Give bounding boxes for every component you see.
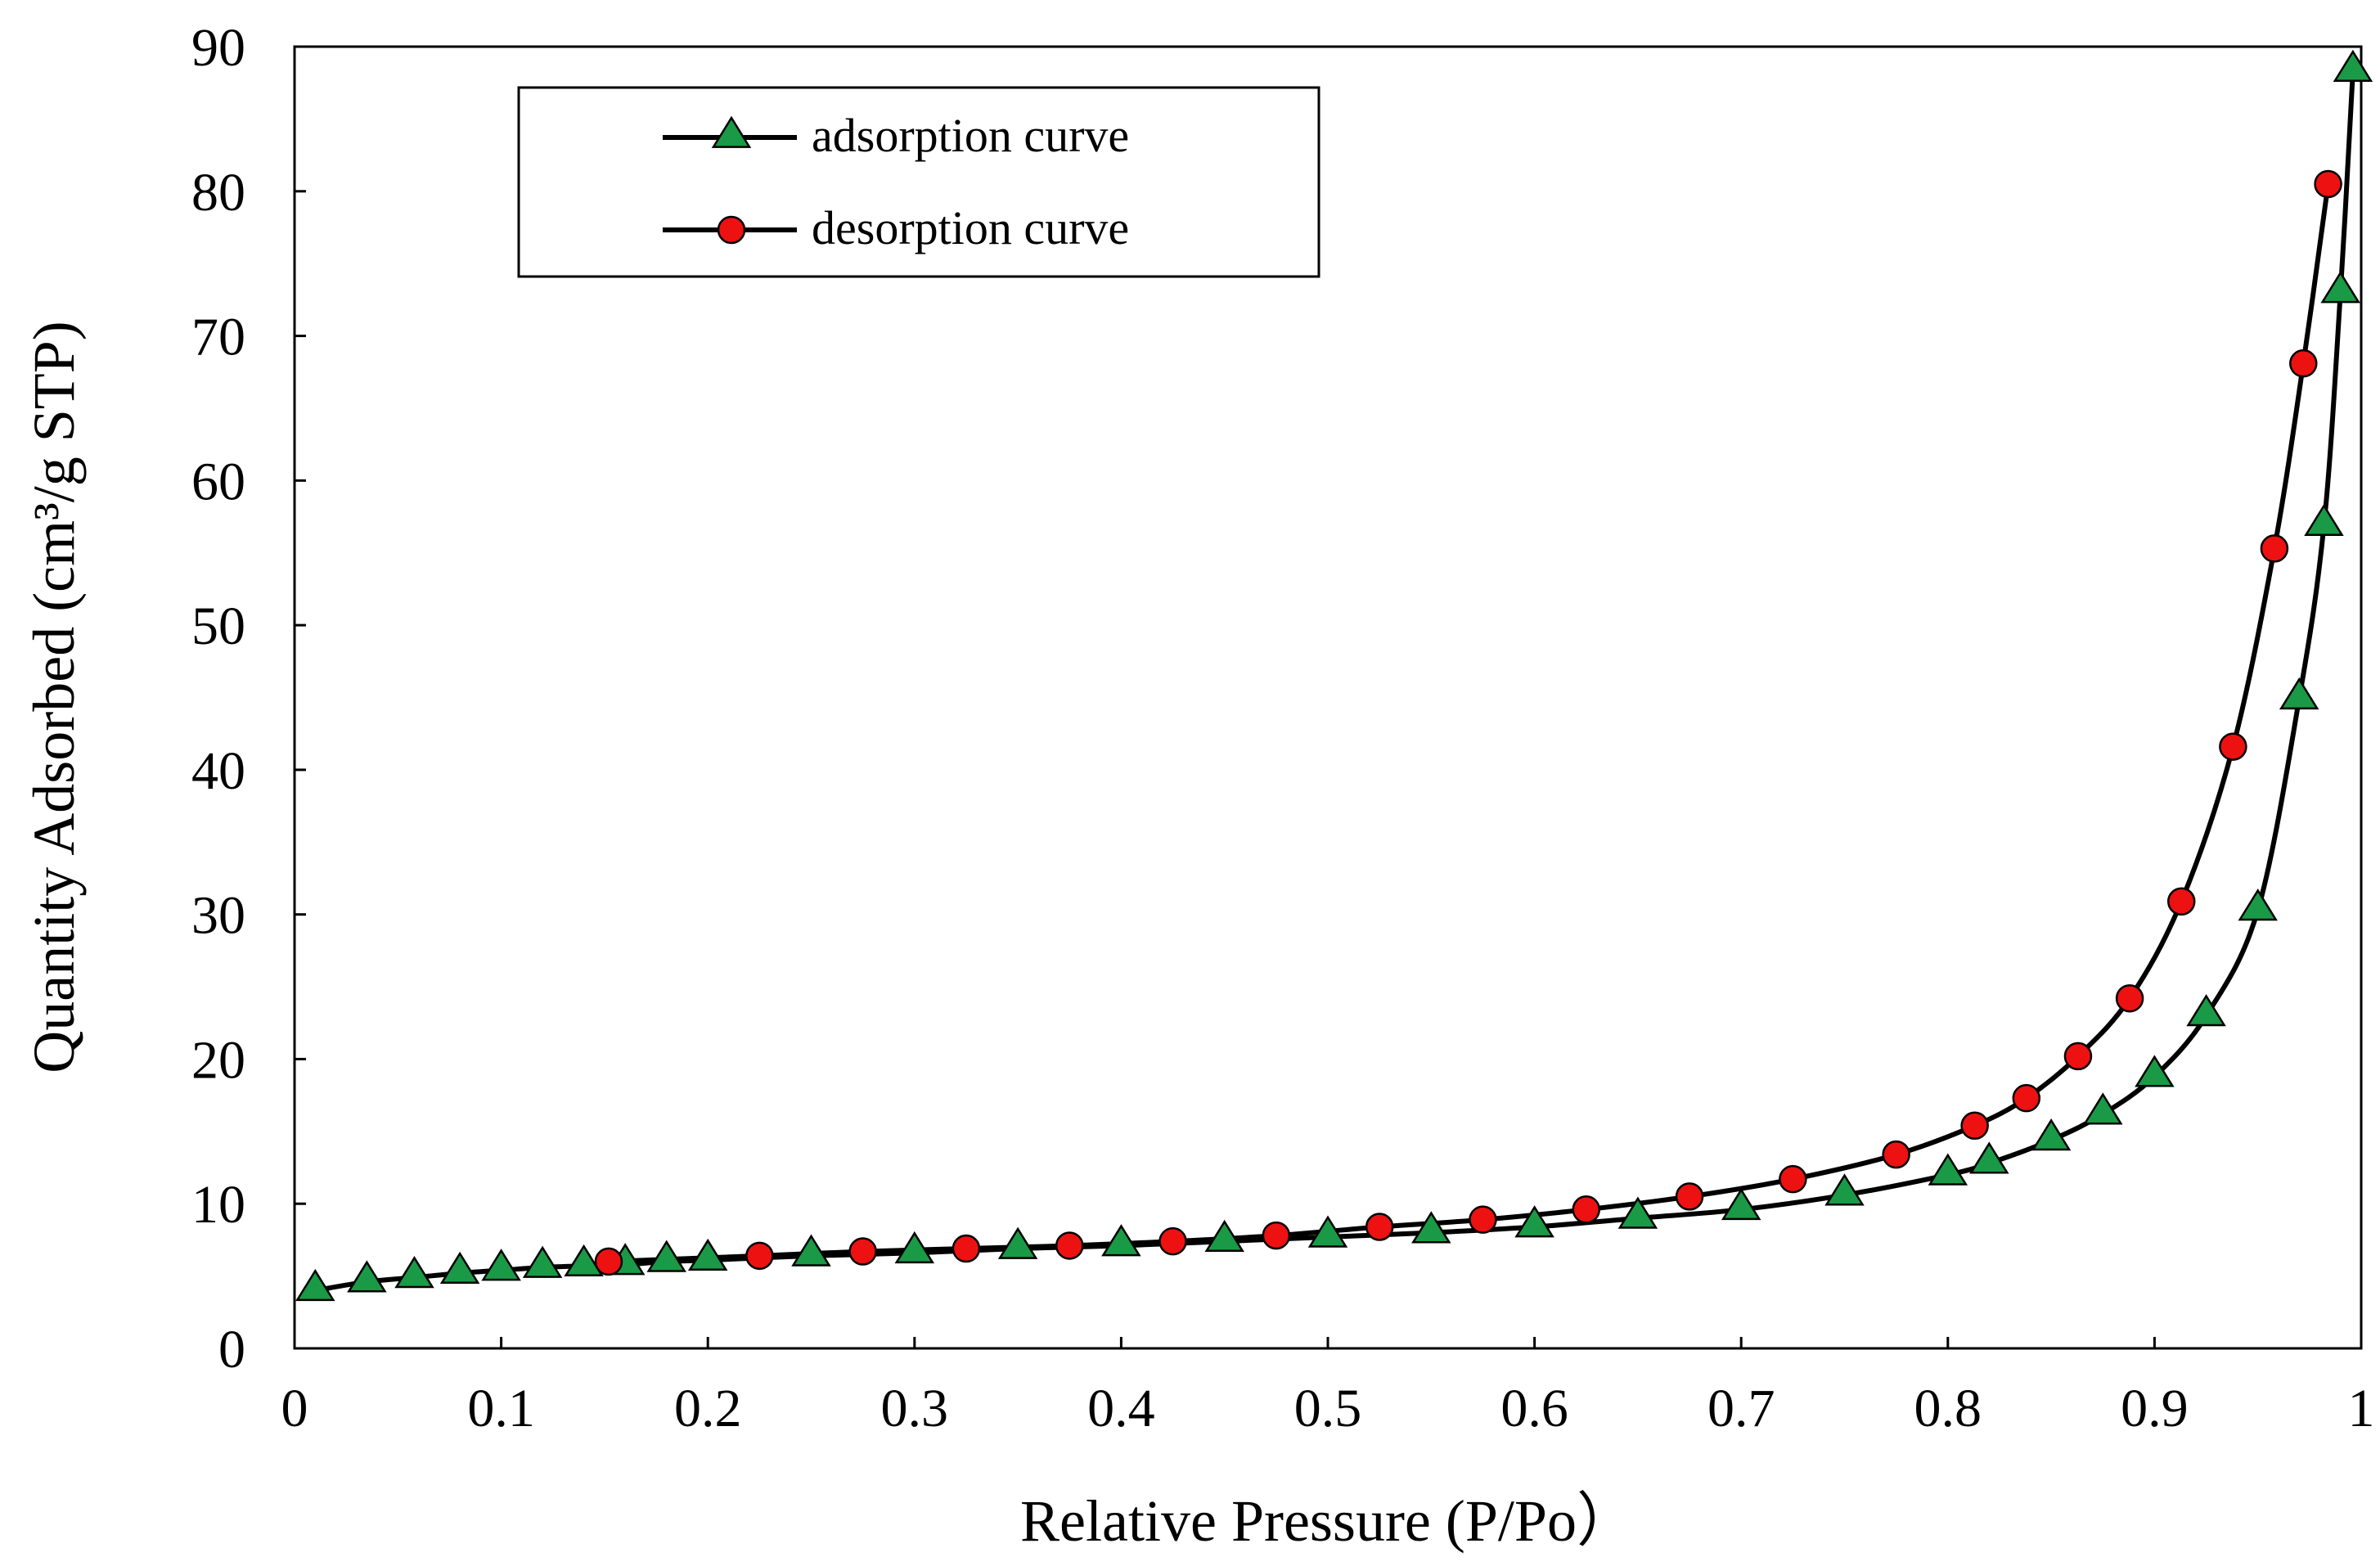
adsorption-point	[997, 1226, 1038, 1259]
adsorption-point	[1824, 1173, 1865, 1206]
desorption-point	[594, 1247, 623, 1276]
y-tick-label: 50	[191, 596, 245, 656]
desorption-point	[745, 1241, 774, 1271]
adsorption-point	[2238, 889, 2278, 921]
desorption-point	[1469, 1205, 1497, 1234]
adsorption-point	[439, 1251, 480, 1284]
x-axis-title: Relative Pressure (P/Po）	[1020, 1488, 1635, 1554]
desorption-point	[1262, 1221, 1291, 1250]
adsorption-point	[646, 1240, 686, 1272]
adsorption-point	[2333, 49, 2373, 82]
legend-label-adsorption: adsorption curve	[812, 109, 1129, 162]
legend-label-desorption: desorption curve	[812, 201, 1129, 254]
desorption-point	[1159, 1226, 1187, 1256]
x-tick-label: 0.7	[1707, 1379, 1775, 1438]
desorption-point	[2063, 1042, 2093, 1071]
adsorption-point	[481, 1249, 521, 1281]
adsorption-point	[791, 1234, 831, 1267]
x-tick-label: 0.2	[674, 1379, 742, 1438]
legend-box	[517, 86, 1320, 278]
y-tick-label: 0	[218, 1320, 245, 1379]
desorption-point	[1572, 1195, 1600, 1224]
x-tick-label: 0	[281, 1379, 308, 1438]
x-tick-label: 0.3	[881, 1379, 949, 1438]
x-tick-label: 0.8	[1914, 1379, 1982, 1438]
legend-marker-adsorption	[711, 115, 752, 148]
desorption-point	[952, 1234, 981, 1263]
y-tick-label: 20	[191, 1030, 245, 1090]
adsorption-point	[2304, 503, 2344, 536]
x-tick-label: 0.5	[1294, 1379, 1362, 1438]
desorption-point	[2012, 1083, 2041, 1113]
adsorption-point	[2135, 1055, 2175, 1087]
desorption-point	[848, 1237, 877, 1266]
x-tick-label: 0.4	[1087, 1379, 1155, 1438]
y-axis-title: Quantity Adsorbed (cm³/g STP)	[21, 321, 87, 1073]
adsorption-point	[2083, 1092, 2123, 1125]
adsorption-point	[894, 1231, 935, 1264]
adsorption-point	[2320, 271, 2360, 304]
desorption-point	[1055, 1231, 1084, 1260]
y-tick-label: 40	[191, 741, 245, 801]
adsorption-point	[564, 1244, 604, 1277]
desorption-point	[1960, 1111, 1989, 1141]
desorption-point	[2314, 169, 2342, 199]
desorption-point	[1779, 1164, 1807, 1194]
y-tick-label: 60	[191, 452, 245, 511]
adsorption-point	[687, 1238, 728, 1271]
y-tick-label: 80	[191, 163, 245, 223]
adsorption-point	[1514, 1205, 1554, 1238]
desorption-point	[2166, 887, 2196, 916]
x-tick-label: 0.6	[1500, 1379, 1568, 1438]
adsorption-point	[347, 1260, 387, 1293]
adsorption-point	[1101, 1224, 1141, 1257]
desorption-point	[1882, 1140, 1910, 1169]
adsorption-point	[1928, 1153, 1968, 1186]
adsorption-point	[1411, 1211, 1451, 1244]
adsorption-point	[295, 1268, 335, 1302]
adsorption-point	[522, 1245, 563, 1278]
adsorption-point	[1204, 1219, 1244, 1253]
adsorption-point	[1307, 1215, 1348, 1248]
desorption-point	[1675, 1182, 1704, 1211]
adsorption-point	[1617, 1196, 1658, 1229]
desorption-point	[2219, 732, 2247, 761]
adsorption-point	[1969, 1141, 2009, 1174]
x-tick-label: 0.1	[467, 1379, 535, 1438]
y-tick-label: 10	[191, 1175, 245, 1235]
marker-group	[295, 49, 2373, 1302]
tick-group: 0 0.1 0.2 0.3 0.4 0.5 0.6 0.7 0.8 0.9 101020304050…	[191, 18, 2375, 1438]
desorption-point	[1365, 1213, 1394, 1241]
adsorption-point	[2031, 1118, 2072, 1151]
adsorption-point	[394, 1256, 434, 1289]
desorption-point	[2260, 534, 2289, 563]
x-tick-label: 0.9	[2121, 1379, 2189, 1438]
y-tick-label: 90	[191, 18, 245, 78]
adsorption-point	[2186, 994, 2226, 1027]
desorption-point	[2115, 983, 2144, 1013]
legend: adsorption curve desorption curve	[517, 86, 1320, 278]
x-tick-label: 1	[2348, 1379, 2375, 1438]
y-tick-label: 30	[191, 886, 245, 946]
legend-marker-desorption	[717, 215, 746, 245]
adsorption-point	[2279, 677, 2319, 710]
y-tick-label: 70	[191, 308, 245, 367]
desorption-curve-line	[608, 183, 2331, 1264]
desorption-point	[2289, 349, 2318, 378]
adsorption-point	[1721, 1187, 1761, 1221]
